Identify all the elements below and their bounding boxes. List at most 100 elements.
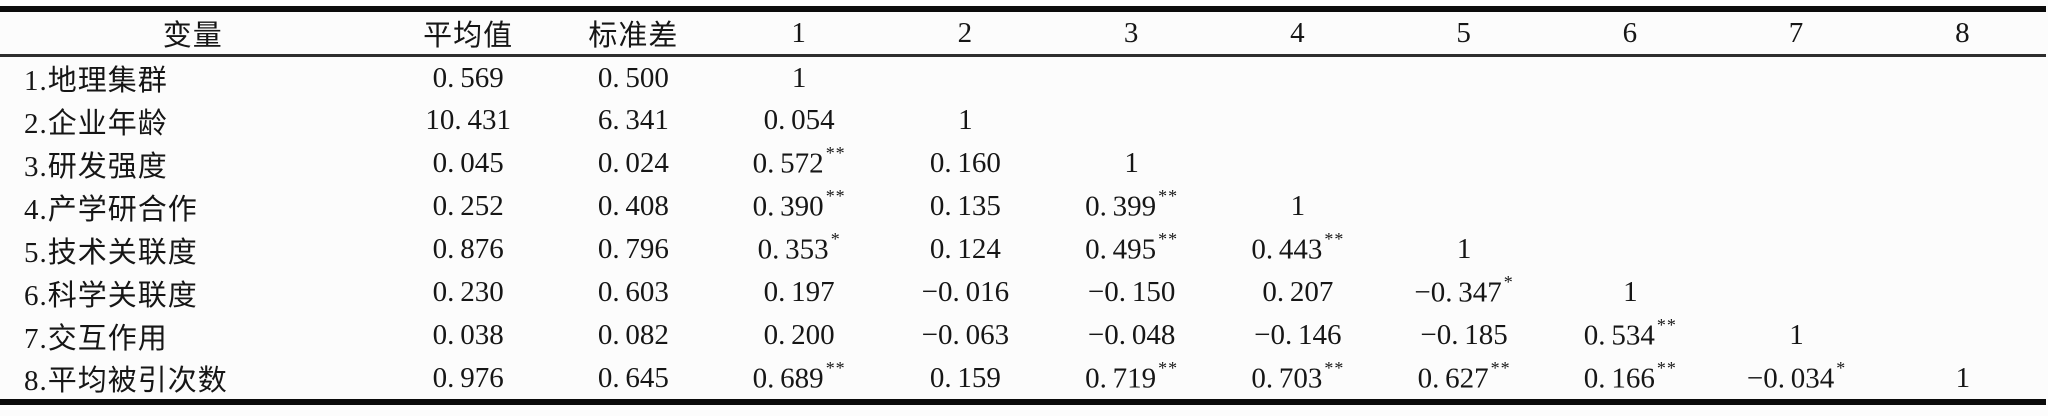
significance-stars: * [830,229,841,250]
sd-cell: 0. 796 [551,228,716,271]
corr-cell [1381,99,1547,142]
corr-cell: −0. 185 [1381,314,1547,357]
corr-cell: 0. 197 [716,271,882,314]
significance-stars: ** [1324,357,1345,378]
sd-cell: 0. 603 [551,271,716,314]
significance-stars: ** [1158,357,1179,378]
corr-cell: 1 [1880,357,2046,402]
corr-cell [1880,185,2046,228]
sd-cell: 0. 645 [551,357,716,402]
cell-value: 3.研发强度 [24,150,168,183]
cell-value: 1 [1789,319,1804,351]
cell-value: 0. 534 [1583,319,1655,352]
corr-cell [1547,56,1713,100]
cell-value: 6.科学关联度 [24,279,198,312]
corr-cell: 1 [882,99,1048,142]
cell-value: 0. 976 [432,361,504,394]
corr-cell [1547,99,1713,142]
header-cell-variable: 变量 [0,9,386,57]
corr-cell: 0. 534 ** [1547,314,1713,357]
cell-value: −0. 185 [1420,319,1508,351]
cell-value: 0. 645 [597,361,669,394]
cell-value: 0. 082 [597,319,669,351]
cell-value: 0. 160 [929,147,1001,179]
cell-value: 0. 500 [597,61,669,94]
row-label-cell: 1.地理集群 [0,56,386,100]
cell-value: 0. 719 [1085,362,1157,395]
corr-cell: 0. 135 [882,185,1048,228]
cell-value: 0. 038 [432,319,504,351]
corr-cell [1547,228,1713,271]
mean-cell: 0. 976 [386,357,551,402]
corr-cell: 0. 495 ** [1049,228,1215,271]
corr-cell [882,56,1048,100]
cell-value: −0. 347 [1414,276,1502,309]
significance-stars: ** [1158,186,1179,207]
mean-cell: 0. 569 [386,56,551,100]
corr-cell [1381,185,1547,228]
cell-value: 1.地理集群 [24,65,168,97]
corr-cell [1215,142,1381,185]
cell-value: 0. 495 [1085,233,1157,266]
cell-value: −0. 146 [1254,319,1342,351]
header-cell: 4 [1214,9,1381,57]
header-cell: 1 [716,9,883,57]
corr-cell [1547,185,1713,228]
corr-cell: 0. 572 ** [716,142,882,185]
cell-value: 0. 054 [763,104,835,136]
cell-value: 0. 408 [597,190,669,222]
sd-cell: 6. 341 [551,99,716,142]
header-cell: 5 [1380,9,1548,57]
row-label-cell: 3.研发强度 [0,142,386,185]
cell-value: 0. 390 [752,190,824,223]
corr-cell: 1 [1381,228,1547,271]
cell-value: 0. 207 [1262,276,1334,308]
cell-value: 1 [1456,233,1472,265]
row-label-cell: 6.科学关联度 [0,271,386,314]
cell-value: −0. 016 [921,276,1010,308]
corr-cell [1880,228,2046,271]
corr-cell [1049,56,1215,100]
mean-cell: 0. 876 [386,228,551,271]
table-row: 8.平均被引次数 0. 976 0. 645 0. 689 ** 0. 159 0. 719… [0,357,2046,402]
corr-cell: 0. 703 ** [1215,357,1381,402]
cell-value: −0. 150 [1087,276,1176,308]
header-cell: 2 [882,9,1049,57]
cell-value: 6. 341 [597,104,669,136]
cell-value: 0. 569 [432,61,504,94]
corr-cell: −0. 034 * [1713,357,1879,402]
cell-value: 1 [1124,147,1139,179]
cell-value: 0. 166 [1583,362,1655,395]
corr-cell: 0. 390 ** [716,185,882,228]
corr-cell: 0. 353 * [716,228,882,271]
mean-cell: 0. 038 [386,314,551,357]
row-label-cell: 8.平均被引次数 [0,357,386,402]
cell-value: 0. 876 [432,233,504,265]
cell-value: −0. 034 [1746,362,1835,395]
cell-value: 2.企业年龄 [24,107,168,140]
cell-value: 1 [958,104,973,136]
cell-value: 0. 200 [763,319,835,351]
cell-value: 0. 603 [597,276,669,308]
corr-cell: −0. 063 [882,314,1048,357]
cell-value: 1 [1955,361,1971,394]
corr-cell [1215,56,1381,100]
cell-value: 0. 124 [929,233,1001,265]
corr-cell: −0. 048 [1049,314,1215,357]
significance-stars: ** [1656,357,1677,378]
corr-cell: 0. 207 [1215,271,1381,314]
corr-cell [1049,99,1215,142]
cell-value: 1 [1290,190,1306,222]
corr-cell: −0. 016 [882,271,1048,314]
corr-cell [1381,142,1547,185]
table-row: 4.产学研合作 0. 252 0. 408 0. 390 ** 0. 135 0. 399 *… [0,185,2046,228]
corr-cell: 1 [1713,314,1879,357]
corr-cell: 0. 160 [882,142,1048,185]
sd-cell: 0. 024 [551,142,716,185]
corr-cell [1880,314,2046,357]
corr-cell: −0. 347 * [1381,271,1547,314]
corr-cell [1713,271,1879,314]
corr-cell: 1 [1547,271,1713,314]
corr-cell [1547,142,1713,185]
